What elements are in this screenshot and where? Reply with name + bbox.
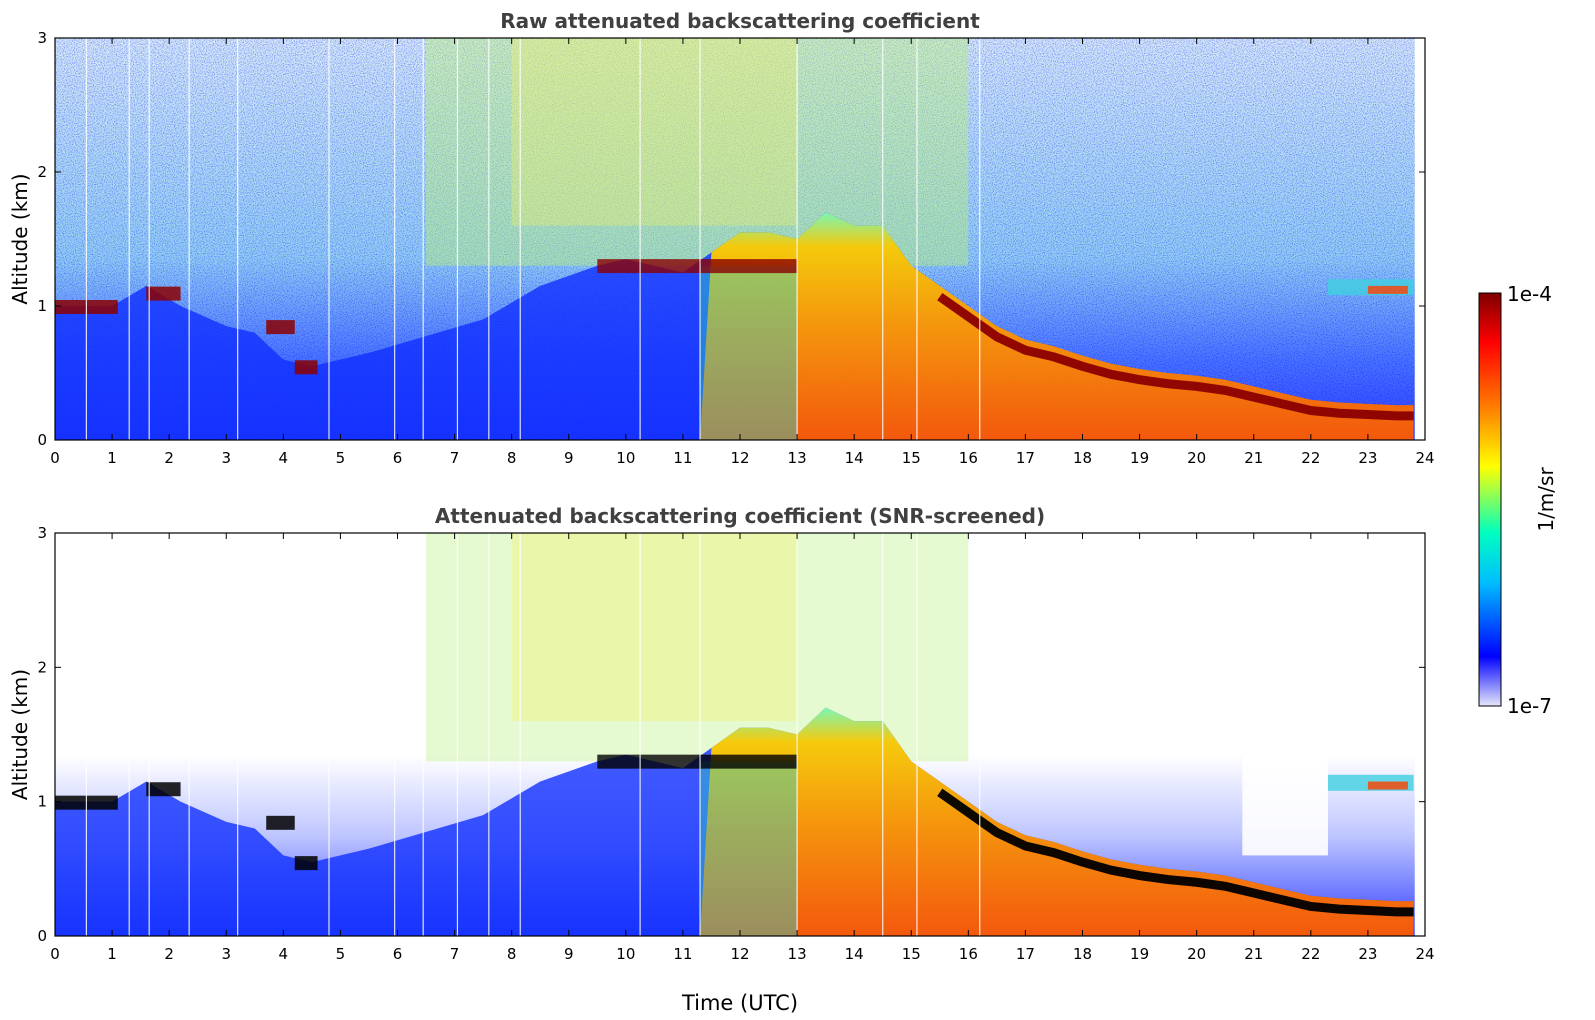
x-tick-label: 22 <box>1301 945 1320 963</box>
x-tick-label: 8 <box>507 945 517 963</box>
colorbar: 1e-4 1e-7 1/m/sr <box>1478 282 1558 718</box>
panel-title: Attenuated backscattering coefficient (S… <box>435 504 1045 528</box>
x-tick-label: 14 <box>845 449 864 467</box>
colorbar-gradient <box>1478 292 1502 707</box>
x-tick-label: 18 <box>1073 945 1092 963</box>
panel-2: 0 1 2 3 4 5 6 7 8 9 10 11 12 13 14 15 16 17 18 19 20 21 22 23 24… <box>8 504 1435 1015</box>
x-tick-label: 9 <box>564 945 574 963</box>
panel-1: 0 1 2 3 4 5 6 7 8 9 10 11 12 13 14 15 16 17 18 19 20 21 22 23 24… <box>8 9 1435 467</box>
x-tick-label: 24 <box>1415 945 1434 963</box>
y-tick-label: 0 <box>37 927 47 945</box>
x-tick-label: 7 <box>450 945 460 963</box>
heatmap-area <box>55 38 1425 440</box>
x-tick-label: 2 <box>164 449 174 467</box>
y-tick-label: 1 <box>37 793 47 811</box>
colorbar-min-label: 1e-7 <box>1507 694 1552 718</box>
x-tick-label: 1 <box>107 449 117 467</box>
x-tick-label: 20 <box>1187 945 1206 963</box>
x-tick-label: 6 <box>393 449 403 467</box>
x-tick-label: 10 <box>616 449 635 467</box>
x-tick-label: 24 <box>1415 449 1434 467</box>
x-tick-label: 23 <box>1358 945 1377 963</box>
x-tick-label: 7 <box>450 449 460 467</box>
y-tick-label: 1 <box>37 297 47 315</box>
x-tick-label: 21 <box>1244 449 1263 467</box>
x-tick-label: 10 <box>616 945 635 963</box>
x-tick-label: 3 <box>221 945 231 963</box>
x-tick-label: 11 <box>673 449 692 467</box>
x-tick-label: 1 <box>107 945 117 963</box>
x-tick-label: 19 <box>1130 945 1149 963</box>
x-tick-label: 16 <box>959 449 978 467</box>
x-tick-label: 5 <box>336 449 346 467</box>
x-axis-label: Time (UTC) <box>681 991 798 1015</box>
x-tick-label: 22 <box>1301 449 1320 467</box>
x-tick-label: 12 <box>730 945 749 963</box>
x-tick-label: 6 <box>393 945 403 963</box>
y-tick-label: 0 <box>37 431 47 449</box>
x-tick-label: 18 <box>1073 449 1092 467</box>
colorbar-label: 1/m/sr <box>1534 467 1558 532</box>
y-axis-label: Altitude (km) <box>8 669 32 800</box>
x-tick-label: 8 <box>507 449 517 467</box>
y-tick-label: 2 <box>37 658 47 676</box>
x-tick-label: 12 <box>730 449 749 467</box>
x-tick-label: 13 <box>788 449 807 467</box>
y-tick-label: 2 <box>37 163 47 181</box>
x-tick-label: 9 <box>564 449 574 467</box>
colorbar-max-label: 1e-4 <box>1507 282 1552 306</box>
x-tick-label: 11 <box>673 945 692 963</box>
x-tick-label: 17 <box>1016 945 1035 963</box>
x-tick-label: 2 <box>164 945 174 963</box>
y-tick-label: 3 <box>37 524 47 542</box>
x-tick-label: 0 <box>50 945 60 963</box>
x-tick-label: 20 <box>1187 449 1206 467</box>
x-tick-label: 5 <box>336 945 346 963</box>
x-tick-label: 21 <box>1244 945 1263 963</box>
x-tick-label: 3 <box>221 449 231 467</box>
x-tick-label: 19 <box>1130 449 1149 467</box>
x-tick-label: 16 <box>959 945 978 963</box>
x-tick-label: 4 <box>279 449 289 467</box>
x-tick-label: 17 <box>1016 449 1035 467</box>
panel-title: Raw attenuated backscattering coefficien… <box>500 9 980 33</box>
y-tick-label: 3 <box>37 29 47 47</box>
x-tick-label: 13 <box>788 945 807 963</box>
x-tick-label: 23 <box>1358 449 1377 467</box>
x-tick-label: 0 <box>50 449 60 467</box>
x-tick-label: 14 <box>845 945 864 963</box>
x-tick-label: 15 <box>902 945 921 963</box>
x-tick-label: 4 <box>279 945 289 963</box>
y-axis-label: Altitude (km) <box>8 173 32 304</box>
x-tick-label: 15 <box>902 449 921 467</box>
heatmap-area <box>55 533 1425 936</box>
